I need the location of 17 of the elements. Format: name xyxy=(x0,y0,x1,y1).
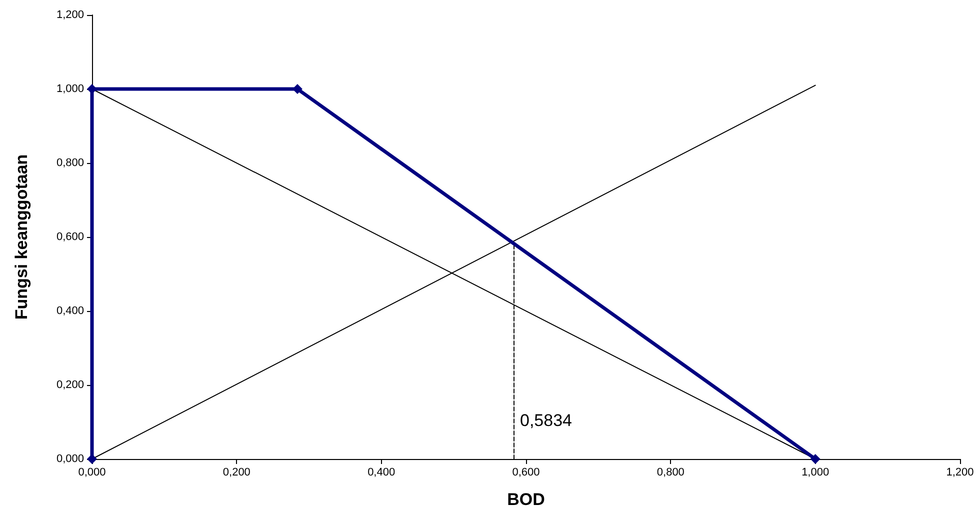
y-tick-label: 0,000 xyxy=(56,453,84,465)
x-tick-label: 1,000 xyxy=(802,466,830,478)
annotation: 0,5834 xyxy=(520,411,572,430)
x-axis-title: BOD xyxy=(507,490,545,509)
x-tick-label: 0,600 xyxy=(512,466,540,478)
y-tick-label: 0,800 xyxy=(56,157,84,169)
y-tick-label: 0,400 xyxy=(56,305,84,317)
x-tick-label: 0,800 xyxy=(656,466,684,478)
y-tick-label: 1,000 xyxy=(56,83,84,95)
y-tick-label: 0,200 xyxy=(56,379,84,391)
x-tick-label: 0,200 xyxy=(222,466,250,478)
y-tick-label: 1,200 xyxy=(56,9,84,21)
x-tick-label: 1,200 xyxy=(946,466,974,478)
x-tick-label: 0,000 xyxy=(78,466,106,478)
y-tick-label: 0,600 xyxy=(56,231,84,243)
y-axis-title: Fungsi keanggotaan xyxy=(12,154,31,320)
x-tick-label: 0,400 xyxy=(368,466,396,478)
